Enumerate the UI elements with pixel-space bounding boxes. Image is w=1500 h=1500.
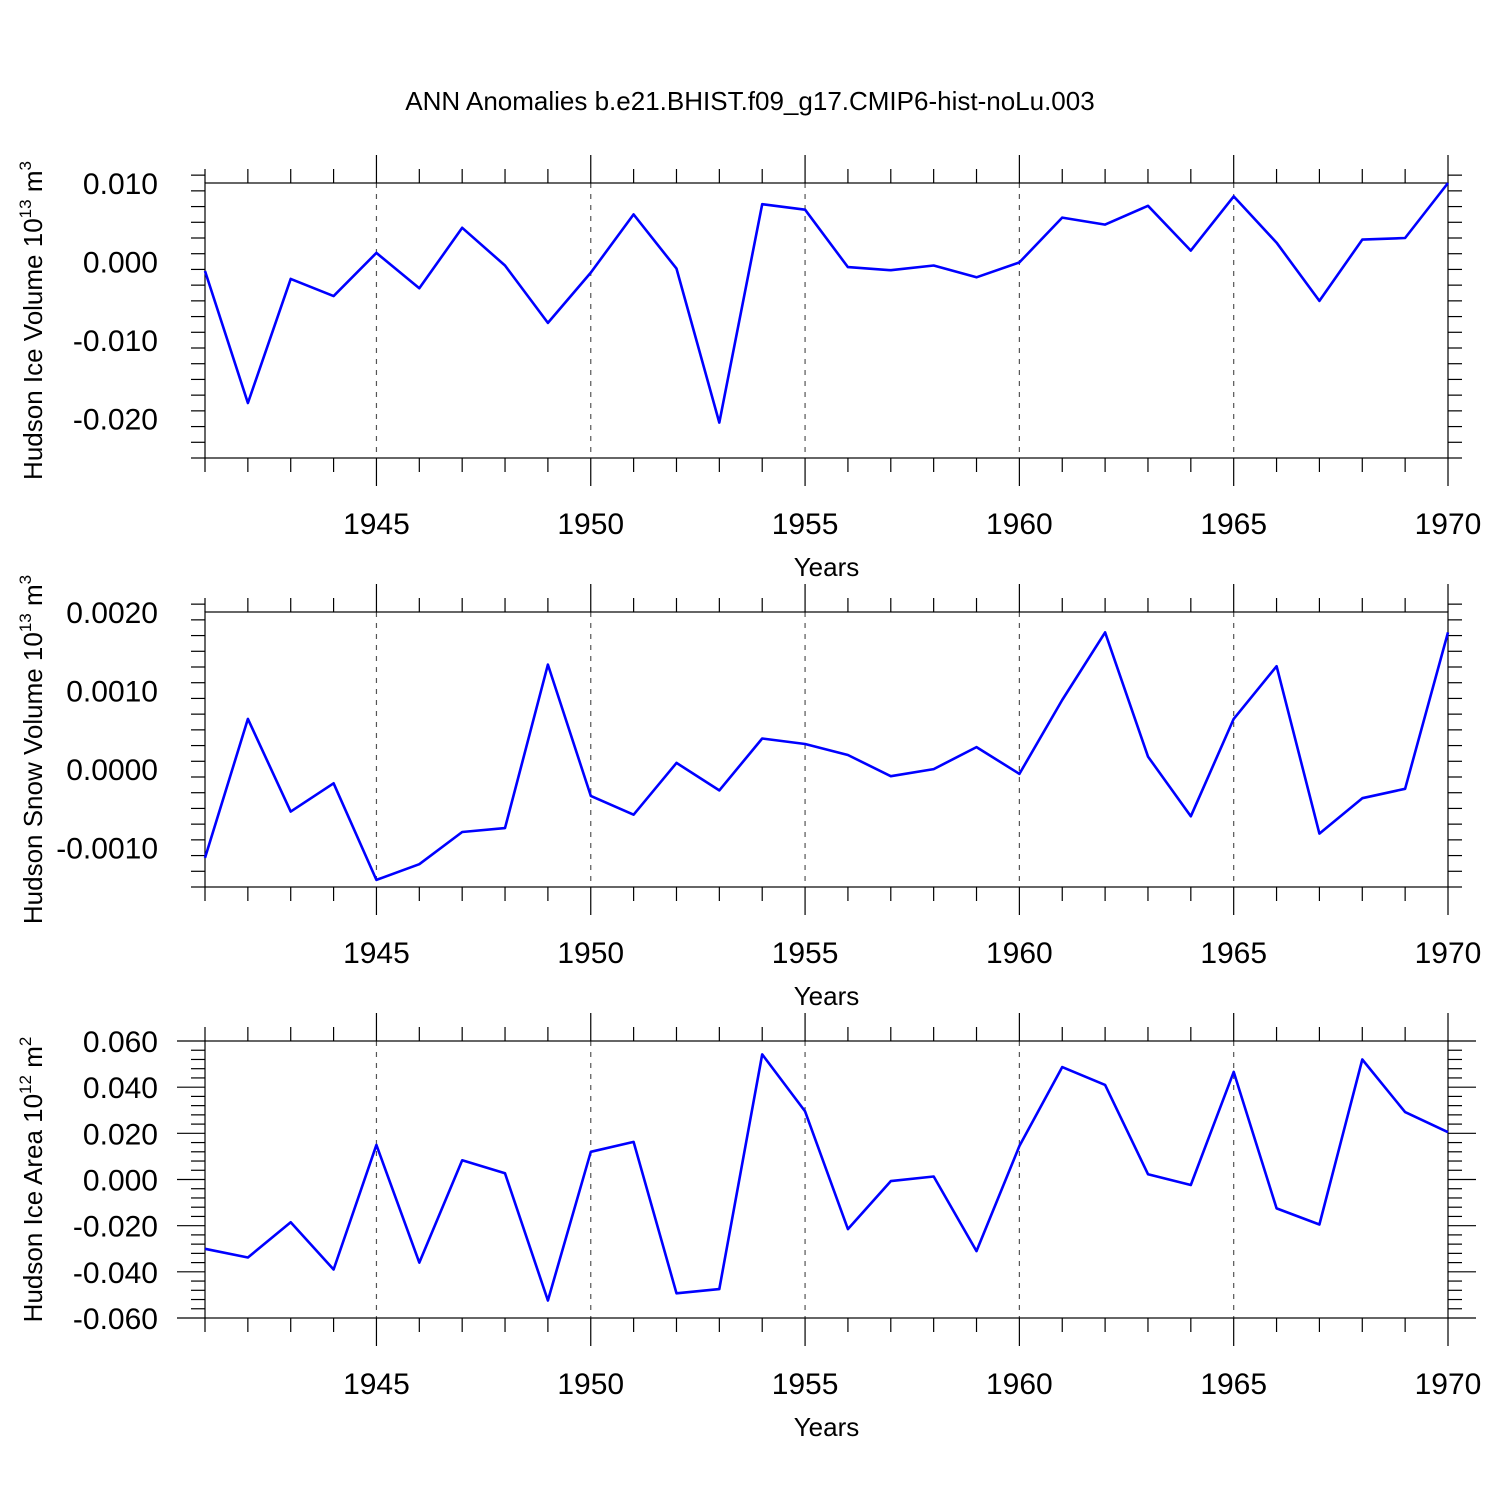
x-tick-label: 1950	[557, 937, 624, 970]
chart-panel-2: 0.0020 0.0010 0.0000 -0.0010 1945 1950 1955 196…	[16, 575, 1481, 1011]
chart-panel-1: 0.010 0.000 -0.010 -0.020 1945 1950 1955 1960 19…	[16, 155, 1481, 582]
y-tick-label: -0.040	[73, 1257, 158, 1290]
x-tick-label: 1950	[557, 1368, 624, 1401]
chart-panels: 0.010 0.000 -0.010 -0.020 1945 1950 1955 1960 19…	[16, 155, 1481, 1442]
y-tick-label: 0.060	[83, 1026, 158, 1059]
y-axis-label-unit-exponent: 2	[16, 1037, 35, 1046]
x-tick-label: 1965	[1200, 1368, 1267, 1401]
y-tick-label: -0.060	[73, 1303, 158, 1336]
y-axis-label-unit-exponent: 3	[16, 161, 35, 170]
y-axis-label-main: Hudson Ice Area 10	[18, 1094, 48, 1322]
y-axis-label-unit: m	[18, 171, 48, 200]
series-line	[203, 631, 1450, 882]
x-axis-label: Years	[794, 552, 860, 582]
x-tick-label: 1960	[986, 508, 1053, 541]
series-line	[203, 182, 1450, 424]
y-axis-label-unit: m	[18, 584, 48, 613]
x-tick-label: 1960	[986, 937, 1053, 970]
y-axis-label-unit: m	[18, 1046, 48, 1075]
x-tick-label: 1960	[986, 1368, 1053, 1401]
x-tick-label: 1965	[1200, 937, 1267, 970]
series-line	[204, 1053, 1449, 1302]
x-tick-label: 1945	[343, 937, 410, 970]
plot-frame	[204, 611, 1449, 888]
y-tick-label: 0.0020	[66, 597, 158, 630]
y-tick-label: 0.0000	[66, 754, 158, 787]
y-tick-label: -0.020	[73, 404, 158, 437]
y-tick-label: -0.020	[73, 1211, 158, 1244]
plot-frame	[204, 1040, 1449, 1319]
x-tick-label: 1970	[1415, 508, 1482, 541]
y-tick-label: -0.0010	[56, 833, 158, 866]
y-tick-label: 0.020	[83, 1118, 158, 1151]
x-tick-label: 1970	[1415, 1368, 1482, 1401]
y-axis-label-main: Hudson Ice Volume 10	[18, 218, 48, 480]
x-tick-label: 1970	[1415, 937, 1482, 970]
y-axis-label: Hudson Ice Volume 1013 m3	[16, 161, 48, 480]
x-tick-label: 1965	[1200, 508, 1267, 541]
chart-panel-3: 0.060 0.040 0.020 0.000 -0.020 -0.040 -0.060 19…	[16, 1013, 1481, 1442]
x-tick-label: 1945	[343, 508, 410, 541]
y-tick-label: 0.010	[83, 168, 158, 201]
y-axis-label: Hudson Snow Volume 1013 m3	[16, 575, 48, 924]
x-tick-label: 1955	[772, 1368, 839, 1401]
x-tick-label: 1955	[772, 937, 839, 970]
y-tick-label: -0.010	[73, 325, 158, 358]
y-tick-label: 0.040	[83, 1072, 158, 1105]
x-axis-label: Years	[794, 981, 860, 1011]
y-axis-label-exponent: 13	[16, 613, 35, 632]
x-tick-label: 1945	[343, 1368, 410, 1401]
y-axis-label-unit-exponent: 3	[16, 575, 35, 584]
chart-title: ANN Anomalies b.e21.BHIST.f09_g17.CMIP6-…	[405, 86, 1094, 116]
y-axis-label: Hudson Ice Area 1012 m2	[16, 1037, 48, 1323]
x-tick-label: 1950	[557, 508, 624, 541]
y-axis-label-main: Hudson Snow Volume 10	[18, 632, 48, 924]
x-tick-label: 1955	[772, 508, 839, 541]
y-tick-label: 0.0010	[66, 676, 158, 709]
plot-frame	[204, 182, 1449, 459]
x-axis-label: Years	[794, 1412, 860, 1442]
y-tick-label: 0.000	[83, 1165, 158, 1198]
y-axis-label-exponent: 13	[16, 199, 35, 218]
y-axis-label-exponent: 12	[16, 1075, 35, 1094]
y-tick-label: 0.000	[83, 247, 158, 280]
